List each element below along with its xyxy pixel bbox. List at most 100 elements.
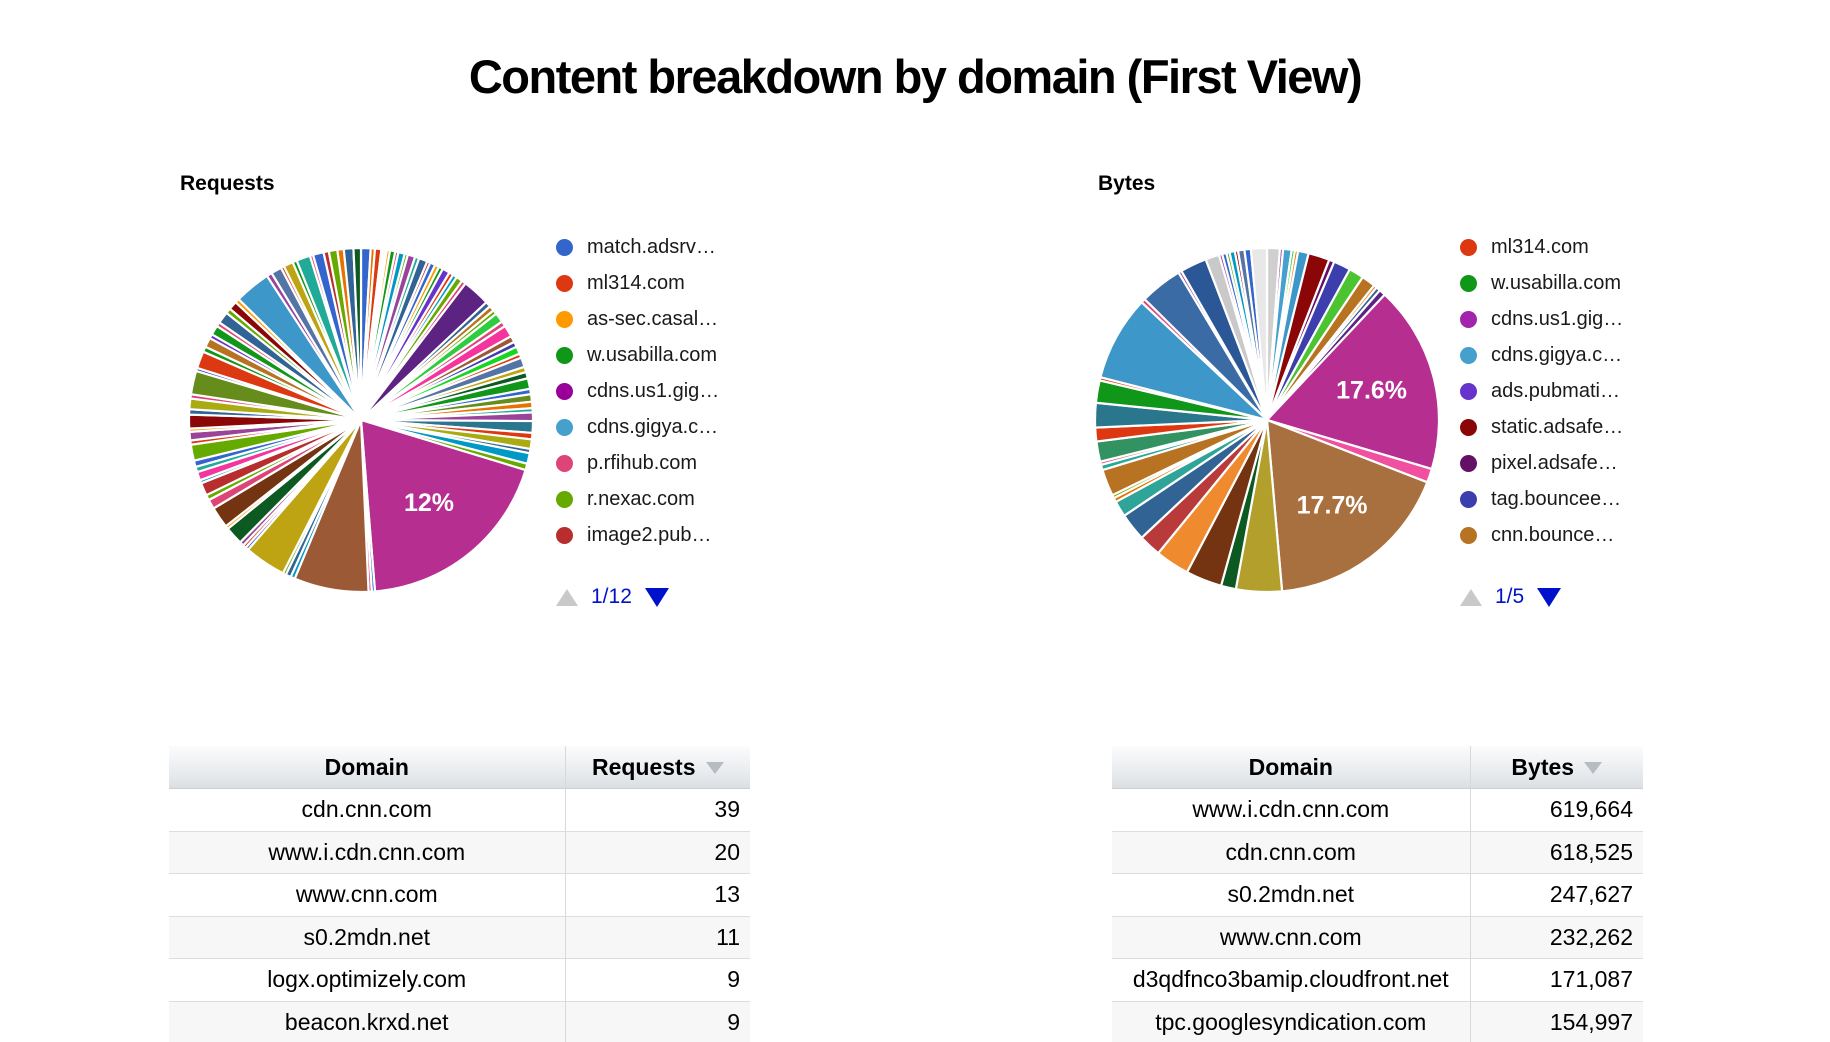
- column-header-domain[interactable]: Domain: [1112, 746, 1470, 789]
- legend-label: cdns.us1.gig…: [1491, 307, 1624, 330]
- table-row: www.cnn.com 232,262: [1112, 915, 1643, 959]
- legend-swatch-icon: [1460, 418, 1477, 436]
- domain-cell: d3qdfnco3bamip.cloudfront.net: [1112, 958, 1470, 1001]
- bytes-legend: ml314.com w.usabilla.com cdns.us1.gig… cdns…: [1460, 236, 1623, 560]
- legend-label: static.adsafe…: [1491, 415, 1624, 438]
- table-row: www.cnn.com 13: [169, 873, 750, 916]
- value-cell: 619,664: [1469, 788, 1643, 831]
- domain-cell: s0.2mdn.net: [169, 915, 565, 959]
- legend-item[interactable]: ads.pubmati…: [1460, 380, 1623, 402]
- legend-label: r.nexac.com: [587, 487, 695, 510]
- value-cell: 20: [564, 830, 750, 874]
- legend-item[interactable]: as-sec.casal…: [556, 308, 719, 330]
- domain-cell: cdn.cnn.com: [301, 796, 432, 823]
- value-cell: 13: [564, 873, 750, 916]
- legend-item[interactable]: ml314.com: [1460, 236, 1623, 258]
- legend-item[interactable]: cdns.gigya.c…: [556, 416, 719, 438]
- slice-percent-label: 17.7%: [1297, 491, 1368, 519]
- legend-page-indicator: 1/5: [1495, 585, 1525, 608]
- legend-label: ads.pubmati…: [1491, 379, 1620, 402]
- legend-swatch-icon: [1460, 238, 1477, 256]
- legend-swatch-icon: [1460, 526, 1477, 544]
- slice-percent-label: 12%: [404, 489, 454, 517]
- legend-page-down-icon[interactable]: [644, 587, 669, 607]
- domain-cell: www.i.cdn.cnn.com: [169, 830, 565, 874]
- domain-cell: www.cnn.com: [169, 873, 565, 916]
- bytes-chart-heading: Bytes: [1098, 172, 1156, 195]
- legend-swatch-icon: [1460, 382, 1477, 400]
- table-row: cdn.cnn.com 39: [169, 788, 750, 831]
- legend-item[interactable]: image2.pub…: [556, 524, 719, 546]
- legend-label: image2.pub…: [587, 523, 712, 546]
- domain-cell: tpc.googlesyndication.com: [1112, 1000, 1470, 1042]
- bytes-table: Domain Bytes www.i.cdn.cnn.com 619,664 cdn.c…: [1112, 746, 1643, 1042]
- legend-item[interactable]: p.rfihub.com: [556, 452, 719, 474]
- legend-swatch-icon: [1460, 346, 1477, 364]
- legend-item[interactable]: ml314.com: [556, 272, 719, 294]
- legend-label: cdns.gigya.c…: [587, 415, 719, 438]
- pie-slice[interactable]: [352, 246, 363, 421]
- slice-percent-label: 17.6%: [1336, 376, 1407, 404]
- domain-cell: www.cnn.com: [1112, 915, 1470, 959]
- value-cell: 247,627: [1469, 873, 1643, 916]
- pie-slice[interactable]: [1264, 293, 1441, 471]
- sort-desc-icon: [705, 762, 724, 775]
- value-cell: 171,087: [1469, 958, 1643, 1001]
- legend-swatch-icon: [1460, 490, 1477, 508]
- requests-legend: match.adsrv… ml314.com as-sec.casal… w.usab…: [556, 236, 719, 560]
- legend-item[interactable]: w.usabilla.com: [556, 344, 719, 366]
- column-header-domain[interactable]: Domain: [169, 746, 565, 789]
- legend-swatch-icon: [556, 418, 573, 436]
- table-row: www.i.cdn.cnn.com 619,664: [1112, 788, 1643, 831]
- table-row: www.i.cdn.cnn.com 20: [169, 830, 750, 874]
- table-row: beacon.krxd.net 9: [169, 1000, 750, 1042]
- domain-cell: beacon.krxd.net: [169, 1000, 565, 1042]
- column-header-requests[interactable]: Requests: [564, 746, 750, 789]
- pie-slice[interactable]: [359, 418, 527, 593]
- requests-pie-chart[interactable]: 12%: [181, 240, 541, 600]
- legend-item[interactable]: cdns.gigya.c…: [1460, 344, 1623, 366]
- value-cell: 9: [564, 958, 750, 1001]
- bytes-pie-chart[interactable]: 17.6% 17.7%: [1087, 240, 1447, 600]
- legend-label: cnn.bounce…: [1491, 523, 1615, 546]
- legend-item[interactable]: r.nexac.com: [556, 488, 719, 510]
- legend-swatch-icon: [556, 490, 573, 508]
- value-cell: 154,997: [1469, 1000, 1643, 1042]
- domain-cell: s0.2mdn.net: [1112, 873, 1470, 916]
- legend-swatch-icon: [556, 274, 573, 292]
- domain-cell: cdn.cnn.com: [1112, 830, 1470, 874]
- value-cell: 232,262: [1469, 915, 1643, 959]
- legend-label: cdns.us1.gig…: [587, 379, 720, 402]
- legend-item[interactable]: w.usabilla.com: [1460, 272, 1623, 294]
- column-header-bytes[interactable]: Bytes: [1469, 746, 1643, 789]
- legend-swatch-icon: [556, 382, 573, 400]
- legend-page-up-icon[interactable]: [556, 588, 578, 606]
- bytes-legend-pager: 1/5: [1460, 585, 1562, 609]
- legend-page-indicator: 1/12: [591, 585, 632, 608]
- value-cell: 9: [564, 1000, 750, 1042]
- legend-page-down-icon[interactable]: [1537, 587, 1562, 607]
- legend-item[interactable]: match.adsrv…: [556, 236, 719, 258]
- domain-cell: logx.optimizely.com: [169, 958, 565, 1001]
- legend-item[interactable]: pixel.adsafe…: [1460, 452, 1623, 474]
- legend-label: as-sec.casal…: [587, 307, 719, 330]
- legend-page-up-icon[interactable]: [1460, 588, 1482, 606]
- pie-slice[interactable]: [1249, 246, 1269, 421]
- legend-item[interactable]: tag.bouncee…: [1460, 488, 1623, 510]
- legend-label: pixel.adsafe…: [1491, 451, 1618, 474]
- legend-swatch-icon: [1460, 274, 1477, 292]
- legend-item[interactable]: static.adsafe…: [1460, 416, 1623, 438]
- legend-label: ml314.com: [1491, 235, 1589, 258]
- value-cell: 39: [564, 788, 750, 831]
- pie-slice[interactable]: [1265, 418, 1429, 593]
- legend-item[interactable]: cnn.bounce…: [1460, 524, 1623, 546]
- requests-legend-pager: 1/12: [556, 585, 669, 609]
- table-row: cdn.cnn.com 618,525: [1112, 830, 1643, 874]
- requests-table: Domain Requests cdn.cnn.com 39 www.i.cdn.cnn…: [169, 746, 750, 1042]
- table-row: logx.optimizely.com 9: [169, 958, 750, 1001]
- legend-swatch-icon: [556, 238, 573, 256]
- legend-item[interactable]: cdns.us1.gig…: [556, 380, 719, 402]
- legend-item[interactable]: cdns.us1.gig…: [1460, 308, 1623, 330]
- legend-swatch-icon: [556, 346, 573, 364]
